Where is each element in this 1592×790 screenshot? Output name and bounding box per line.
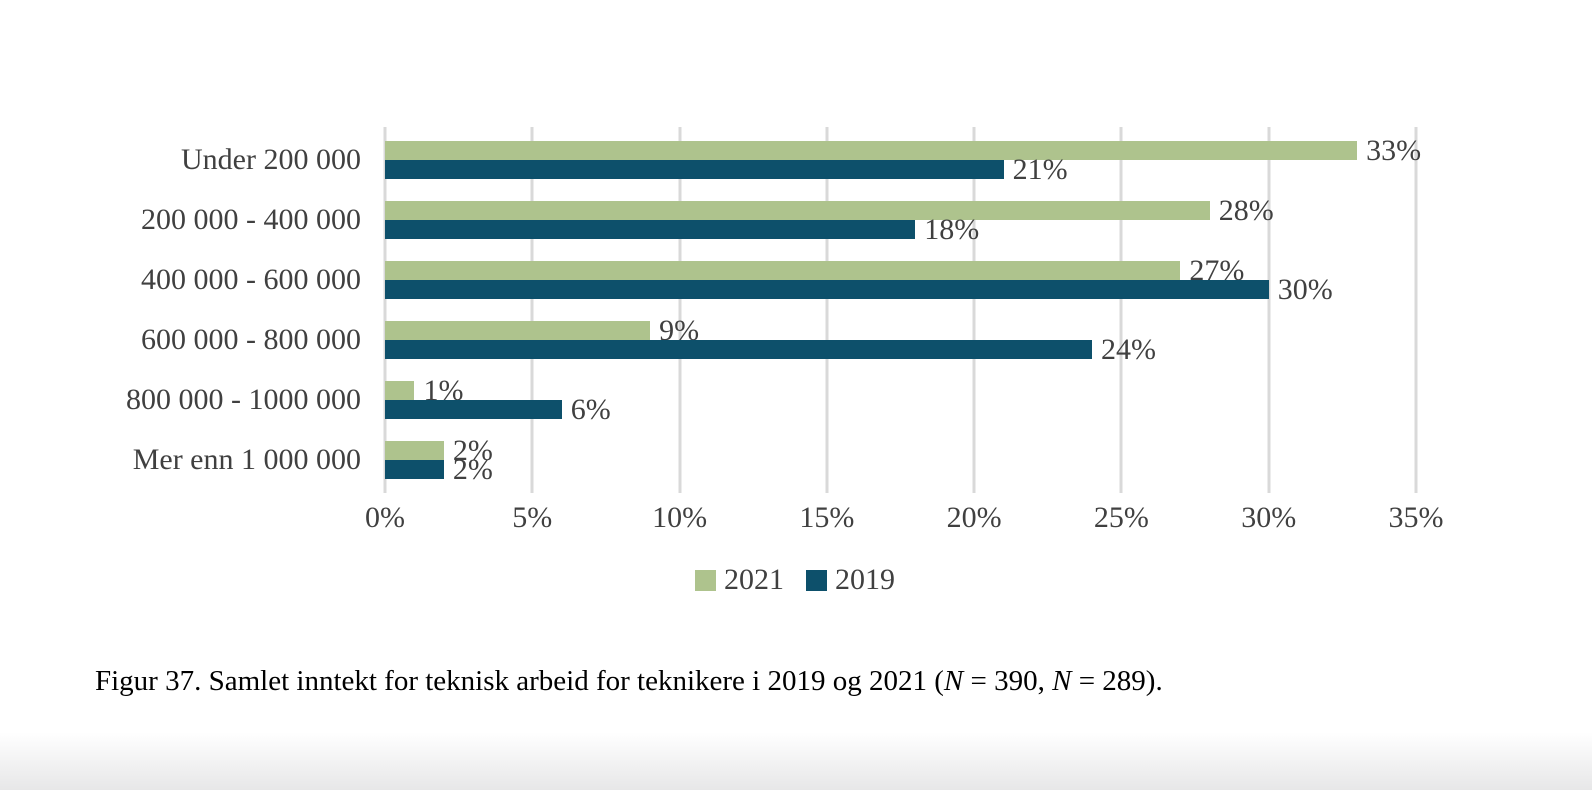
bar-value-label: 27% xyxy=(1189,254,1245,287)
bar-row-2021: 28% xyxy=(385,194,1416,227)
bar-value-label: 28% xyxy=(1218,194,1274,227)
gridline xyxy=(1267,127,1271,493)
category-label: 200 000 - 400 000 xyxy=(141,203,361,236)
bar-value-label: 1% xyxy=(423,374,464,407)
x-tick-label: 10% xyxy=(652,501,708,534)
bar-value-label: 33% xyxy=(1366,134,1422,167)
category-band: 9% 24% xyxy=(385,310,1416,370)
x-tick-label: 35% xyxy=(1388,501,1444,534)
gridline xyxy=(530,127,534,493)
bar-value-label: 18% xyxy=(924,213,980,246)
category-band: 27% 30% xyxy=(385,250,1416,310)
gridline xyxy=(825,127,829,493)
category-band: 1% 6% xyxy=(385,370,1416,430)
legend-label-2019: 2019 xyxy=(835,563,895,596)
bar-2019 xyxy=(385,340,1092,359)
bar-2021 xyxy=(385,381,415,400)
category-label: Under 200 000 xyxy=(181,143,361,176)
bar-value-label: 21% xyxy=(1012,153,1068,186)
bar-value-label: 24% xyxy=(1100,333,1156,366)
gridline xyxy=(383,127,387,493)
bar-2021 xyxy=(385,141,1358,160)
bar-value-label: 9% xyxy=(659,314,700,347)
caption-text: = 289). xyxy=(1071,665,1163,697)
chart-legend: 2021 2019 xyxy=(100,565,1490,595)
gridline xyxy=(678,127,682,493)
x-tick-label: 5% xyxy=(512,501,553,534)
x-tick-label: 30% xyxy=(1241,501,1297,534)
bar-2019 xyxy=(385,400,562,419)
bar-2019 xyxy=(385,160,1004,179)
caption-n-symbol: N xyxy=(1052,665,1072,697)
caption-text: = 390, xyxy=(963,665,1053,697)
x-tick-label: 0% xyxy=(365,501,405,534)
legend-swatch-2019 xyxy=(806,569,827,591)
bar-2021 xyxy=(385,441,444,460)
bar-2019 xyxy=(385,280,1269,299)
bar-row-2019: 24% xyxy=(385,333,1416,366)
caption-n-symbol: N xyxy=(943,665,964,697)
bar-value-label: 6% xyxy=(570,393,611,426)
figure-caption: Figur 37. Samlet inntekt for teknisk arb… xyxy=(95,663,1163,699)
bar-row-2019: 6% xyxy=(385,393,1416,426)
category-label: 800 000 - 1000 000 xyxy=(126,383,361,416)
category-label: Mer enn 1 000 000 xyxy=(132,443,361,476)
category-band: 33% 21% xyxy=(385,130,1421,190)
bar-value-label: 30% xyxy=(1277,273,1333,306)
bar-row-2019: 30% xyxy=(385,273,1416,306)
bar-row-2019: 21% xyxy=(385,153,1416,186)
income-bar-chart: Under 200 000 200 000 - 400 000 400 000 - … xyxy=(100,125,1490,605)
bar-row-2019: 2% xyxy=(385,453,1416,486)
legend-label-2021: 2021 xyxy=(724,563,784,596)
bar-value-label: 2% xyxy=(452,453,493,486)
category-label: 400 000 - 600 000 xyxy=(141,263,361,296)
gridline xyxy=(1119,127,1123,493)
legend-item-2021: 2021 xyxy=(695,565,784,595)
bar-row-2021: 2% xyxy=(385,436,1416,466)
caption-text: Figur 37. Samlet inntekt for teknisk arb… xyxy=(95,665,944,697)
bar-row-2019: 18% xyxy=(385,213,1416,246)
bar-2019 xyxy=(385,220,916,239)
bar-row-2021: 33% xyxy=(385,136,1421,166)
gridline xyxy=(1414,127,1418,493)
legend-item-2019: 2019 xyxy=(806,565,895,595)
x-tick-label: 25% xyxy=(1093,501,1149,534)
x-tick-label: 20% xyxy=(946,501,1002,534)
bar-2021 xyxy=(385,261,1181,280)
plot-area: 33% 21% 28% 18% 27% 30% 9% 24% 1% 6% 2% 2% xyxy=(383,127,1421,493)
category-axis-labels: Under 200 000 200 000 - 400 000 400 000 - … xyxy=(100,130,361,490)
category-band: 28% 18% xyxy=(385,190,1416,250)
x-tick-label: 15% xyxy=(799,501,855,534)
bar-2021 xyxy=(385,321,651,340)
bar-2019 xyxy=(385,460,444,479)
bar-row-2021: 9% xyxy=(385,314,1416,347)
legend-swatch-2021 xyxy=(695,569,716,591)
category-label: 600 000 - 800 000 xyxy=(141,323,361,356)
bar-row-2021: 27% xyxy=(385,254,1416,287)
category-band: 2% 2% xyxy=(385,430,1416,490)
gridline xyxy=(972,127,976,493)
bar-2021 xyxy=(385,201,1210,220)
page-edge-shadow xyxy=(0,732,1592,790)
bar-row-2021: 1% xyxy=(385,374,1416,407)
